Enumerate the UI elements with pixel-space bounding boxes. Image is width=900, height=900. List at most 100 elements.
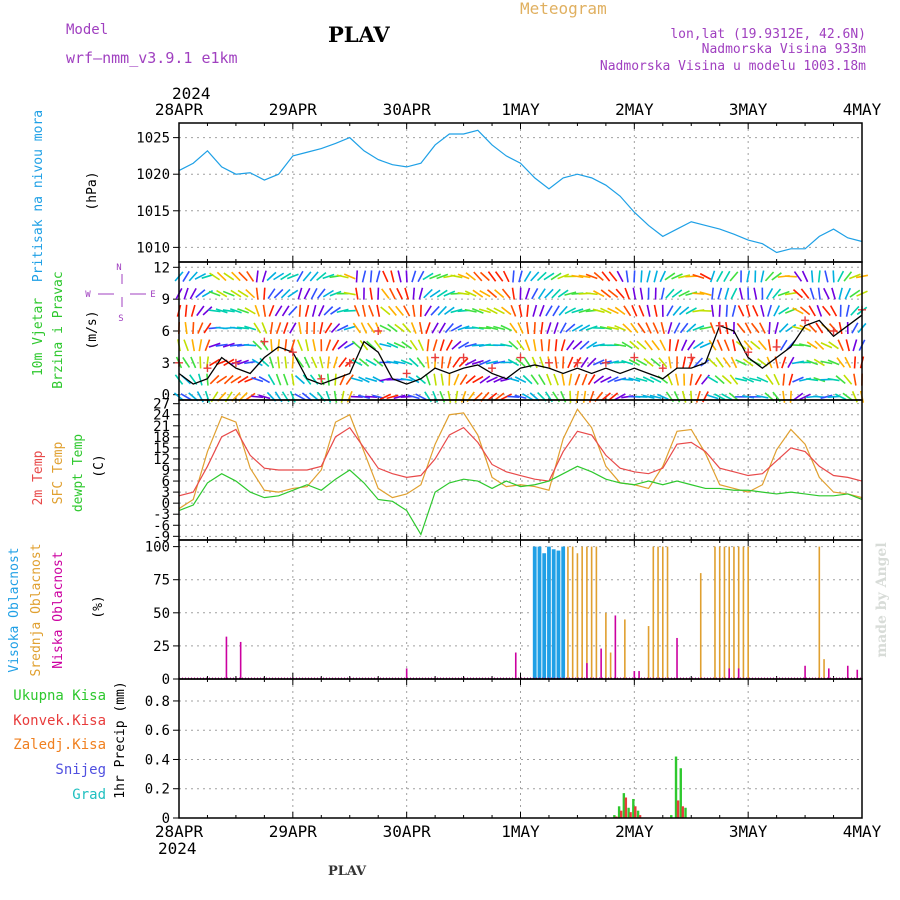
wind-arrow <box>511 287 516 300</box>
wind-arrow <box>291 373 295 386</box>
mid-cloud-bar <box>595 546 598 679</box>
wind-arrow <box>827 359 840 366</box>
wind-arrow <box>465 375 476 385</box>
legend-snow: Snijeg <box>55 762 106 778</box>
wind-gust-marker <box>516 353 525 362</box>
wind-arrow <box>500 343 513 348</box>
wind-arrow <box>692 273 705 280</box>
wind-arrow <box>289 322 297 334</box>
wind-arrow <box>426 339 430 352</box>
wind-arrow <box>607 376 619 384</box>
wind-arrow <box>514 394 527 400</box>
wind-arrow <box>777 290 790 297</box>
wind-arrow <box>849 273 861 280</box>
wind-arrow <box>418 321 423 335</box>
wind-arrow <box>412 287 416 300</box>
wind-arrow <box>821 305 831 316</box>
wind-arrow <box>561 373 566 386</box>
wind-arrow <box>195 289 206 299</box>
wind-arrow <box>564 307 576 315</box>
year-label-bottom: 2024 <box>158 839 197 858</box>
wind-arrow <box>844 356 852 369</box>
wind-arrow <box>581 373 588 386</box>
wind-arrow <box>430 305 440 316</box>
wind-arrow <box>750 340 761 350</box>
time-label-top: 28APR <box>155 100 204 119</box>
temp-2m-line <box>178 426 863 497</box>
wind-arrow <box>532 304 538 317</box>
wind-arrow <box>486 289 498 299</box>
elevation-label: Nadmorska Visina 933m <box>702 42 867 57</box>
pressure-panel: 1010 1015 1020 1025 <box>136 122 863 263</box>
station-title: PLAV <box>328 22 390 47</box>
wind-arrow <box>229 308 242 314</box>
wind-arrow <box>758 322 766 334</box>
cloud-frame <box>178 539 863 680</box>
wind-gust-marker <box>231 358 240 367</box>
wind-arrow <box>365 395 378 398</box>
wind-arrow <box>494 289 505 299</box>
wind-arrow <box>336 324 349 332</box>
wind-arrow <box>765 374 774 385</box>
wind-arrow <box>537 288 546 300</box>
wind-gust-marker <box>715 321 724 330</box>
wind-arrow <box>578 308 591 314</box>
wind-arrow <box>353 304 360 317</box>
wind-arrow <box>501 306 512 316</box>
wind-arrow <box>724 287 730 300</box>
wind-arrow <box>375 270 381 283</box>
wind-arrow <box>440 373 444 386</box>
wind-arrow <box>835 375 846 385</box>
wind-arrow <box>600 289 612 298</box>
low-cloud-bar <box>827 668 830 679</box>
wind-arrow <box>585 292 598 296</box>
wind-arrow <box>817 287 821 300</box>
wind-arrow <box>451 340 462 350</box>
wind-arrow <box>393 360 406 365</box>
wind-arrow <box>614 306 626 316</box>
wind-arrow <box>600 376 612 384</box>
low-cloud-bar <box>614 615 617 679</box>
mid-cloud-bar <box>661 546 664 679</box>
wind-arrow <box>799 343 812 348</box>
wind-arrow <box>628 358 641 366</box>
wind-arrow <box>554 339 558 352</box>
temp-tick-label: 21 <box>153 419 170 435</box>
temp-title-dewpt: dewpt Temp <box>71 434 86 512</box>
mid-cloud-bar <box>567 546 569 679</box>
wind-arrow <box>379 343 392 348</box>
total-precip-bar <box>636 810 640 818</box>
wind-arrow <box>564 291 577 296</box>
wind-arrow <box>572 340 583 350</box>
wind-arrow <box>246 271 255 282</box>
wind-arrow <box>255 270 259 283</box>
wind-arrow <box>546 373 552 386</box>
wind-arrow <box>685 307 697 315</box>
wind-arrow <box>509 322 518 334</box>
wind-arrow <box>209 272 221 281</box>
wind-arrow <box>808 305 816 317</box>
wind-arrow <box>245 288 256 299</box>
wind-arrow <box>567 356 574 369</box>
mid-cloud-bar <box>728 546 730 679</box>
temp-tick-label: -3 <box>153 507 170 523</box>
low-cloud-bar <box>638 671 640 679</box>
wind-arrow <box>614 393 626 401</box>
wind-arrow <box>850 305 860 316</box>
wind-arrow <box>653 270 658 283</box>
cloud-title-low: Niska Oblacnost <box>51 551 66 668</box>
wind-arrow <box>731 339 736 352</box>
wind-arrow <box>645 322 652 334</box>
time-axis-bottom: 28APR 29APR 30APR 1MAY 2MAY 3MAY 4MAY <box>155 822 882 841</box>
wind-arrow <box>649 376 662 384</box>
wind-arrow <box>692 341 704 350</box>
wind-arrow <box>261 270 267 283</box>
wind-arrow <box>436 273 449 280</box>
wind-arrow <box>540 321 544 335</box>
wind-arrow <box>450 324 463 332</box>
wind-arrow <box>486 307 498 315</box>
wind-arrow <box>607 289 619 298</box>
wind-arrow <box>304 304 310 317</box>
wind-arrow <box>444 322 454 334</box>
precip-tick-label: 0.8 <box>145 694 170 710</box>
